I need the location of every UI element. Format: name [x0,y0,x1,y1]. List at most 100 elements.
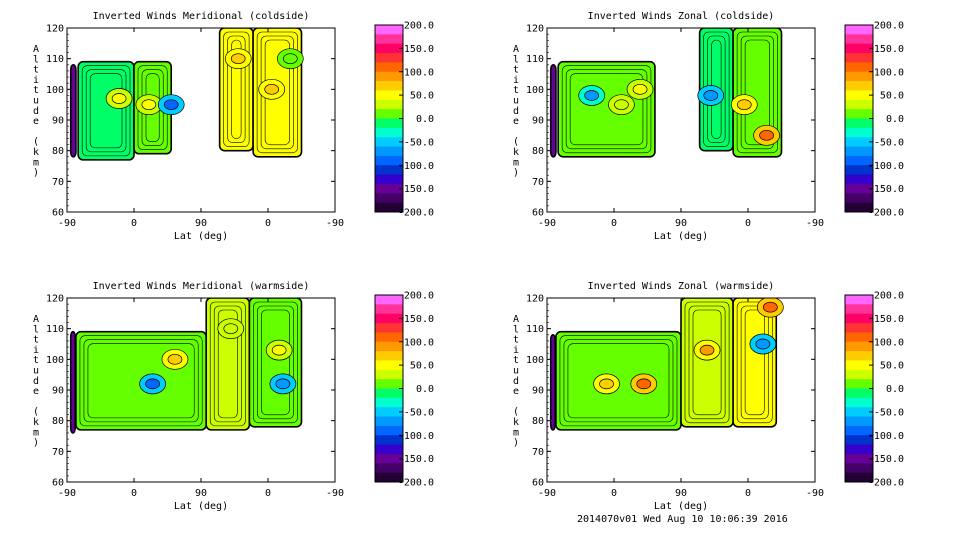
y-tick-label: 100 [526,85,544,96]
colorbar-tick-label: -50.0 [874,137,904,148]
y-tick-label: 80 [52,146,64,157]
y-axis-label-char: u [513,96,519,107]
y-axis-label-char: m [33,427,39,438]
colorbar-swatch [375,453,403,464]
colorbar-tick-label: 200.0 [874,21,904,32]
contour-feature-core [584,90,600,101]
colorbar-swatch [375,193,403,204]
colorbar-swatch [375,109,403,119]
y-axis-label-char: d [513,106,519,117]
colorbar-swatch [845,25,873,35]
colorbar-tick-label: 50.0 [410,361,434,372]
contour-line [209,301,246,427]
contour-feature-core [282,53,298,65]
contour-feature-core [762,301,778,313]
colorbar-swatch [845,444,873,455]
colorbar-swatch [845,453,873,464]
contour-line [256,31,298,154]
x-tick-label: 0 [611,218,617,229]
colorbar-tick-label: 150.0 [874,314,904,325]
y-axis-label-char: ) [33,168,39,179]
y-axis-label-char: u [33,366,39,377]
x-tick-label: -90 [58,218,76,229]
colorbar-swatch [845,43,873,54]
y-axis-label-char: l [33,54,39,65]
contour-region [69,330,76,434]
contour-line [561,65,652,154]
colorbar-tick-label: 0.0 [886,384,904,395]
y-tick-label: 70 [52,447,64,458]
y-axis-label-char: A [513,314,519,325]
colorbar-swatch [375,43,403,54]
x-tick-label: 90 [675,488,687,499]
x-tick-label: 0 [745,488,751,499]
y-tick-label: 120 [46,294,64,305]
y-tick-label: 80 [532,416,544,427]
x-tick-label: -90 [538,218,556,229]
y-tick-label: 110 [46,324,64,335]
colorbar-swatch [375,360,403,371]
colorbar-tick-label: -200.0 [398,208,434,219]
colorbar-tick-label: -200.0 [868,478,904,489]
colorbar-swatch [375,127,403,138]
colorbar-swatch [375,323,403,333]
colorbar-swatch [845,407,873,418]
colorbar-swatch [845,109,873,119]
colorbar-swatch [845,202,873,213]
contour-line [213,305,242,423]
colorbar-tick-label: 200.0 [404,291,434,302]
colorbar-tick-label: -50.0 [404,407,434,418]
y-tick-label: 90 [52,386,64,397]
y-axis-label-char: t [33,355,39,366]
y-tick-label: 90 [532,386,544,397]
y-tick-label: 90 [52,116,64,127]
colorbar-swatch [375,332,403,343]
contour-feature-core [599,378,614,390]
colorbar-tick-label: -150.0 [868,454,904,465]
colorbar-swatch [845,369,873,380]
colorbar-swatch [845,137,873,148]
contour-line [736,31,778,154]
colorbar-swatch [845,146,873,157]
y-axis-label-char: ( [513,407,519,418]
colorbar-swatch [375,351,403,361]
colorbar-swatch [845,90,873,101]
colorbar-swatch [375,379,403,389]
contour-line [85,69,127,153]
x-tick-label: 0 [265,488,271,499]
colorbar-tick-label: 150.0 [404,44,434,55]
y-tick-label: 60 [532,478,544,489]
colorbar-swatch [845,34,873,45]
chart-title: Inverted Winds Meridional (coldside) [93,11,310,22]
y-tick-label: 110 [46,54,64,65]
colorbar-swatch [375,34,403,45]
colorbar-tick-label: 200.0 [874,291,904,302]
colorbar-swatch [845,416,873,427]
colorbar-tick-label: -50.0 [874,407,904,418]
y-axis-label-char: A [513,44,519,55]
colorbar-swatch [845,397,873,408]
y-axis-label-char: d [33,376,39,387]
colorbar-swatch [845,62,873,73]
colorbar-swatch [375,435,403,446]
chart-panel-1: Inverted Winds Meridional (coldside) 60 70… [33,11,434,242]
colorbar-tick-label: 0.0 [886,114,904,125]
colorbar-swatch [375,53,403,63]
y-axis-label-char: t [513,65,519,76]
contour-feature-core [111,93,127,104]
chart-title: Inverted Winds Zonal (warmside) [588,281,775,292]
contour-feature-core [632,83,648,95]
colorbar: 200.0 150.0 100.0 50.0 0.0 -50.0 -100.0 -150.0 -… [844,21,904,219]
contour-region [77,60,135,161]
y-axis-label-char: u [33,96,39,107]
colorbar-swatch [375,202,403,213]
contour-line [740,35,774,150]
colorbar-swatch [375,137,403,148]
y-axis-label-char: k [33,417,39,428]
colorbar-tick-label: -150.0 [398,184,434,195]
x-tick-label: -90 [538,488,556,499]
y-axis-label-char: i [513,345,519,356]
contour-line [79,335,203,427]
y-axis-label-char: e [33,386,39,397]
chart-panel-2: Inverted Winds Zonal (coldside) 60 70 80 90 1… [513,11,904,242]
